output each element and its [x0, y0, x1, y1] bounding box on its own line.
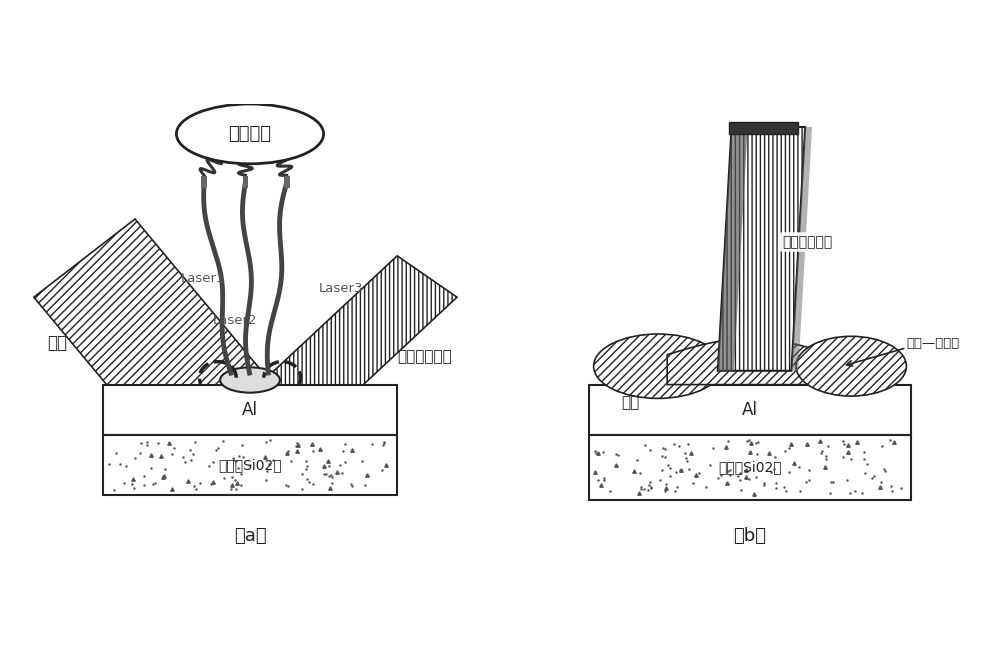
Bar — [103, 435, 397, 495]
Text: （a）: （a） — [234, 528, 266, 545]
Text: 芯片（Si02）: 芯片（Si02） — [218, 458, 282, 472]
Ellipse shape — [796, 336, 906, 396]
Text: 芯片（Si02）: 芯片（Si02） — [718, 460, 782, 474]
Polygon shape — [718, 127, 748, 371]
Bar — [589, 385, 911, 435]
Text: Laser3: Laser3 — [319, 281, 364, 295]
Text: Laser2: Laser2 — [213, 314, 258, 327]
Polygon shape — [34, 219, 273, 463]
Ellipse shape — [594, 334, 722, 398]
Bar — [201, 176, 207, 188]
Ellipse shape — [176, 104, 324, 164]
Polygon shape — [667, 339, 833, 385]
Text: 铜丝（焊丝）: 铜丝（焊丝） — [782, 235, 832, 249]
Bar — [729, 122, 798, 134]
Text: Al: Al — [242, 401, 258, 419]
Bar — [103, 385, 397, 435]
Polygon shape — [718, 127, 805, 371]
Text: 钎材: 钎材 — [621, 395, 640, 411]
Text: 钎料: 钎料 — [47, 334, 67, 352]
Ellipse shape — [220, 367, 280, 393]
Polygon shape — [259, 256, 457, 426]
Bar — [589, 435, 911, 500]
Text: 钎材—铜界面: 钎材—铜界面 — [906, 337, 960, 350]
Text: 分光系统: 分光系统 — [229, 125, 272, 143]
Text: Al: Al — [742, 401, 758, 419]
Bar — [284, 176, 290, 188]
Polygon shape — [791, 127, 812, 371]
Text: （b）: （b） — [734, 528, 767, 545]
Text: Laser1: Laser1 — [181, 273, 226, 285]
Text: 铜丝（焊丝）: 铜丝（焊丝） — [397, 349, 452, 365]
Bar — [243, 176, 248, 188]
